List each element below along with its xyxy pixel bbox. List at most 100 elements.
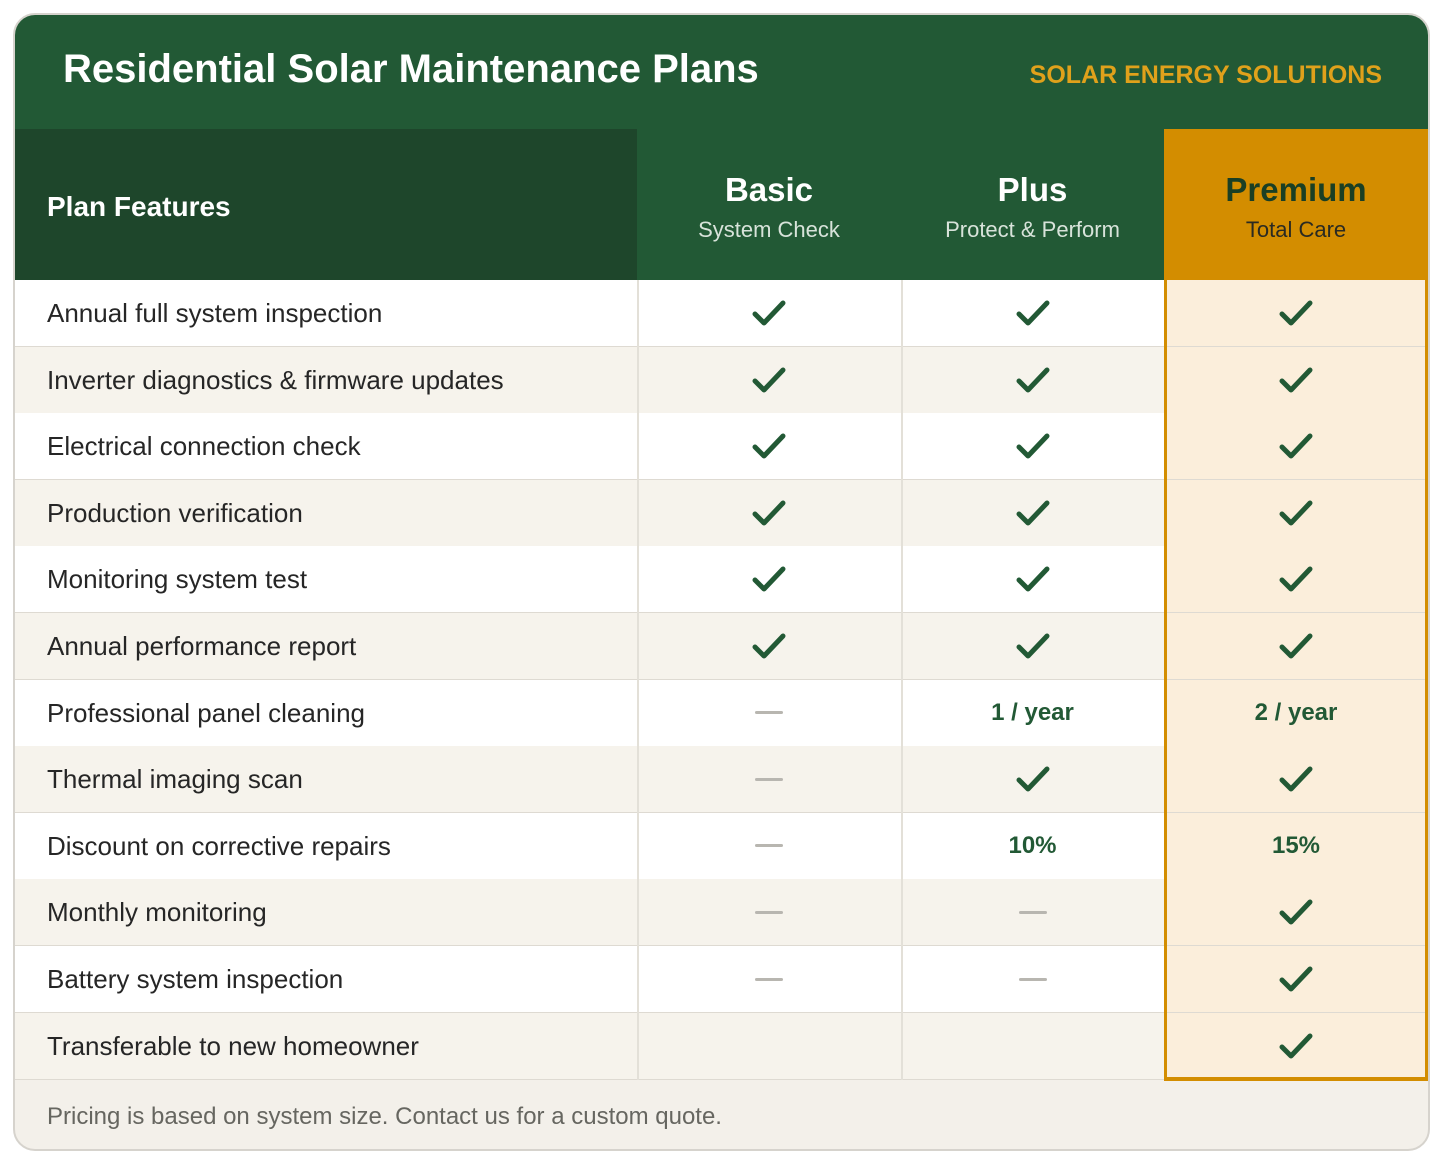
plan-cell-plus <box>901 746 1164 812</box>
plan-cell-premium: 2 / year <box>1164 679 1428 746</box>
plan-cell-premium <box>1164 746 1428 813</box>
plan-cell-basic <box>637 946 901 1012</box>
dash-icon <box>755 977 783 981</box>
plan-cell-plus <box>901 413 1164 479</box>
table-row: Monitoring system test <box>15 546 1428 614</box>
table-row: Electrical connection check <box>15 413 1428 481</box>
plan-cell-basic <box>637 613 901 679</box>
feature-label: Monitoring system test <box>47 564 308 595</box>
table-row: Discount on corrective repairs 10% 15% <box>15 812 1428 880</box>
dash-icon <box>755 910 783 914</box>
plan-cell-premium <box>1164 879 1428 946</box>
feature-label: Monthly monitoring <box>47 897 267 928</box>
plan-header-plus: Plus Protect & Perform <box>901 129 1164 280</box>
check-icon <box>1016 300 1049 326</box>
plan-value: 10% <box>1008 831 1057 859</box>
feature-label: Discount on corrective repairs <box>47 830 391 861</box>
check-icon <box>1016 766 1049 792</box>
check-icon <box>1279 766 1313 792</box>
plan-cell-premium <box>1164 413 1428 480</box>
check-icon <box>752 633 786 659</box>
table-row: Thermal imaging scan <box>15 746 1428 814</box>
plan-cell-premium <box>1164 346 1428 413</box>
check-icon <box>752 500 786 526</box>
check-icon <box>1279 1033 1313 1059</box>
dash-icon <box>755 844 783 848</box>
dash-icon <box>1018 977 1047 981</box>
plan-cell-basic <box>637 280 901 346</box>
table-row: Annual full system inspection <box>15 280 1428 347</box>
plan-tagline: System Check <box>698 217 840 242</box>
plan-cell-plus <box>901 613 1164 679</box>
plan-name: Plus <box>997 171 1068 208</box>
plan-cell-premium: 15% <box>1164 812 1428 879</box>
plan-cell-premium <box>1164 613 1428 679</box>
check-icon <box>1279 500 1313 526</box>
dash-icon <box>755 711 783 715</box>
table-header: Plan Features Basic System Check Plus Pr… <box>15 129 1428 280</box>
check-icon <box>1016 500 1049 526</box>
feature-label: Annual full system inspection <box>47 298 383 328</box>
plan-cell-plus <box>901 879 1164 945</box>
check-icon <box>1016 633 1049 659</box>
feature-label: Production verification <box>47 497 303 528</box>
feature-column-label: Plan Features <box>47 191 231 222</box>
plan-tagline: Total Care <box>1245 217 1347 242</box>
plan-cell-plus <box>901 280 1164 346</box>
plan-cell-plus: 1 / year <box>901 680 1164 746</box>
feature-label: Transferable to new homeowner <box>47 1030 419 1061</box>
header-bar: Residential Solar Maintenance Plans SOLA… <box>15 15 1428 129</box>
table-row: Monthly monitoring <box>15 879 1428 947</box>
table-row: Professional panel cleaning 1 / year 2 / y… <box>15 679 1428 747</box>
plan-cell-premium <box>1164 479 1428 546</box>
check-icon <box>1016 367 1049 393</box>
check-icon <box>1279 300 1313 326</box>
check-icon <box>752 433 786 459</box>
check-icon <box>1279 433 1313 459</box>
plan-cell-plus <box>901 946 1164 1012</box>
plan-cell-basic <box>637 347 901 413</box>
feature-label: Professional panel cleaning <box>47 697 365 728</box>
footer-note: Pricing is based on system size. Contact… <box>47 1103 722 1130</box>
check-icon <box>752 367 786 393</box>
plans-card: Residential Solar Maintenance Plans SOLA… <box>13 13 1430 1151</box>
check-icon <box>1279 966 1313 992</box>
check-icon <box>752 300 786 326</box>
plan-cell-plus <box>901 1013 1164 1079</box>
plan-cell-premium <box>1164 280 1428 346</box>
feature-label: Battery system inspection <box>47 964 344 994</box>
plan-cell-plus <box>901 546 1164 612</box>
brand-name: SOLAR ENERGY SOLUTIONS <box>1029 61 1382 89</box>
plan-header-premium: Premium Total Care <box>1164 129 1428 280</box>
plan-tagline: Protect & Perform <box>945 217 1120 242</box>
plan-cell-basic <box>637 746 901 812</box>
plan-cell-basic <box>637 680 901 746</box>
feature-column-header: Plan Features <box>15 129 637 280</box>
table-row: Battery system inspection <box>15 946 1428 1013</box>
column-divider <box>901 280 903 1080</box>
plan-value: 15% <box>1271 831 1321 859</box>
dash-icon <box>1018 910 1047 914</box>
feature-label: Electrical connection check <box>47 431 361 462</box>
dash-icon <box>755 777 783 781</box>
plan-cell-basic <box>637 1013 901 1079</box>
plan-name: Basic <box>724 171 814 208</box>
column-divider <box>637 280 639 1080</box>
check-icon <box>1279 899 1313 925</box>
table-row: Transferable to new homeowner <box>15 1012 1428 1080</box>
plan-value: 2 / year <box>1254 698 1338 726</box>
plan-cell-plus <box>901 480 1164 546</box>
plan-name: Premium <box>1225 171 1367 208</box>
plan-header-basic: Basic System Check <box>637 129 901 280</box>
check-icon <box>752 566 786 592</box>
table-row: Inverter diagnostics & firmware updates <box>15 346 1428 414</box>
feature-label: Annual performance report <box>47 631 357 661</box>
feature-label: Thermal imaging scan <box>47 764 303 795</box>
table-row: Annual performance report <box>15 613 1428 680</box>
check-icon <box>1016 433 1049 459</box>
table-row: Production verification <box>15 479 1428 547</box>
check-icon <box>1279 367 1313 393</box>
plan-value: 1 / year <box>991 698 1074 726</box>
page-title: Residential Solar Maintenance Plans <box>63 47 759 91</box>
plan-cell-plus <box>901 347 1164 413</box>
